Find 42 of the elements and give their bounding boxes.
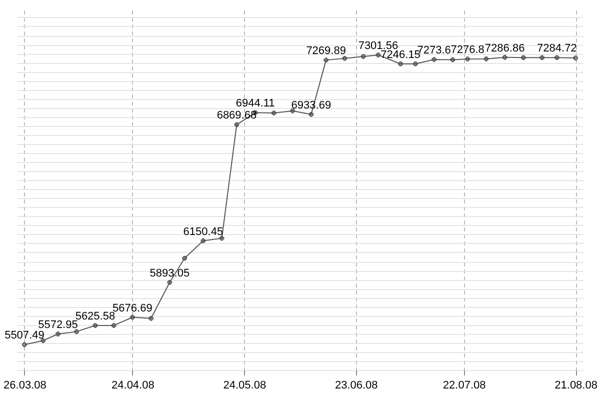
data-label: 7269.89 [306,45,346,58]
point [308,112,314,117]
point [360,54,366,59]
point [167,280,172,285]
point [22,342,27,347]
data-label: 7286.86 [484,42,525,54]
x-tick-label: 23.06.08 [334,380,378,392]
point [56,332,60,336]
point [554,55,560,60]
data-label: 5625.58 [75,310,116,323]
point [398,62,403,66]
point [502,54,508,60]
point [484,56,489,62]
point [540,55,544,60]
point [521,55,526,60]
point [148,316,154,321]
point [130,314,135,320]
point [342,56,348,61]
point [465,56,470,62]
point [272,110,276,116]
data-label: 7276.8 [450,44,484,56]
data-label: 6944.11 [236,98,275,110]
x-tick-label: 24.05.08 [223,380,266,392]
point [450,57,456,62]
data-label: 7284.72 [537,42,577,55]
point [111,323,116,328]
data-label: 5507.49 [4,330,44,342]
point [324,58,328,62]
point [413,62,418,66]
point [432,57,436,62]
point [234,122,240,128]
x-tick-label: 21.08.08 [554,380,598,392]
data-label: 5572.95 [38,319,78,332]
point [376,52,381,58]
point [200,238,206,244]
x-tick-label: 24.04.08 [112,380,154,392]
point [74,329,79,334]
x-tick-label: 26.03.08 [4,380,46,392]
x-tick-label: 22.07.08 [442,380,486,392]
point [182,256,187,261]
point [573,56,578,60]
point [92,323,98,328]
